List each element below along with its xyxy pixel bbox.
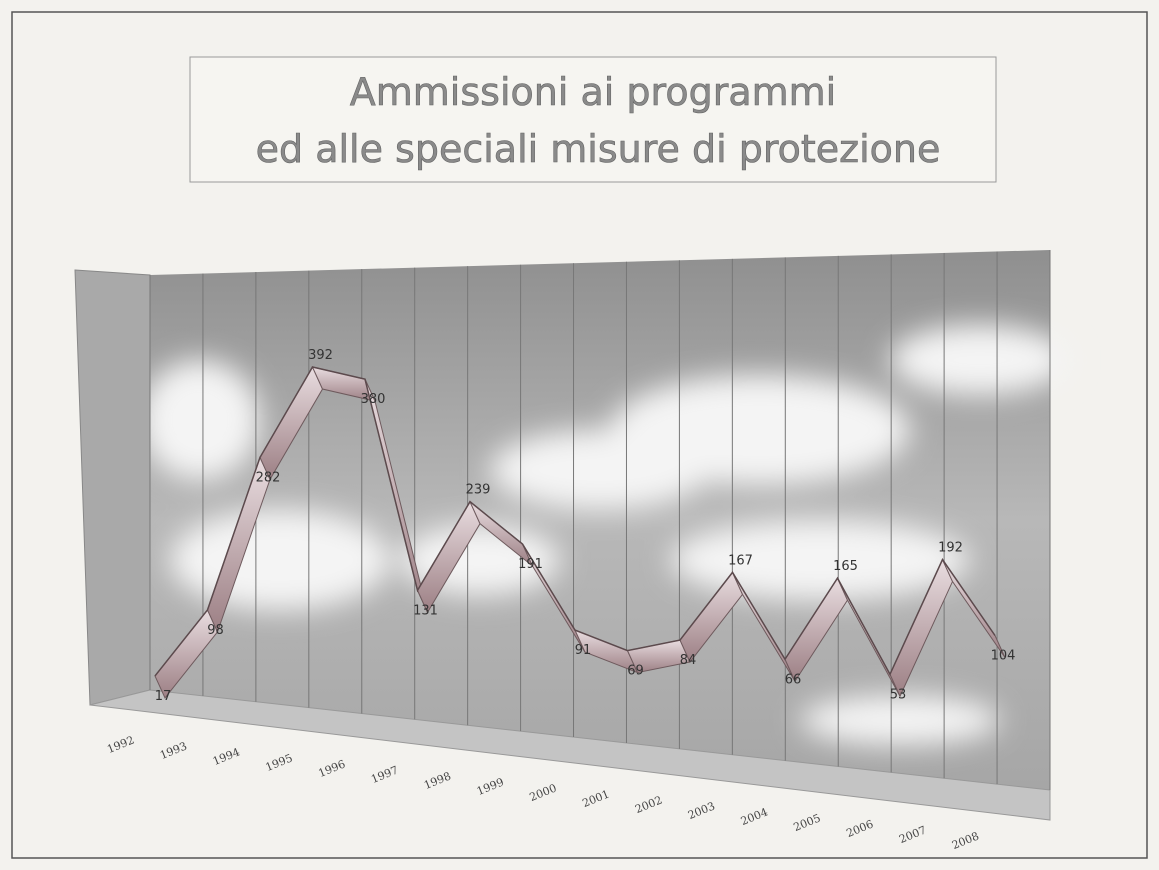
data-label: 192 [938, 541, 963, 556]
data-label: 191 [518, 557, 543, 572]
data-label: 91 [575, 643, 592, 658]
data-label: 167 [728, 553, 753, 568]
data-label: 98 [207, 623, 224, 638]
data-label: 69 [627, 664, 644, 679]
data-label: 53 [890, 687, 907, 702]
data-label: 131 [413, 603, 438, 618]
data-label: 165 [833, 559, 858, 574]
data-label: 17 [155, 689, 172, 704]
chart: Ammissioni ai programmi ed alle speciali… [0, 0, 1159, 870]
data-label: 239 [466, 483, 491, 498]
data-label: 66 [785, 672, 802, 687]
data-label: 282 [256, 470, 281, 485]
chart-title: ed alle speciali misure di protezione [256, 127, 941, 171]
data-label: 84 [680, 653, 697, 668]
chart-title: Ammissioni ai programmi [350, 70, 836, 114]
data-label: 104 [991, 649, 1016, 664]
data-label: 380 [361, 392, 386, 407]
data-label: 392 [308, 348, 333, 363]
